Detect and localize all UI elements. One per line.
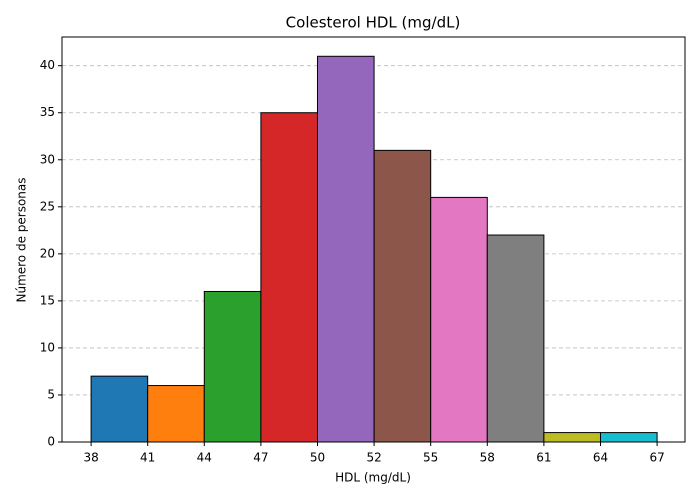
bar (430, 196, 488, 443)
y-tick-label: 20 (40, 246, 55, 260)
bar (316, 55, 375, 443)
x-tick-label: 38 (83, 451, 98, 465)
y-tick-label: 35 (40, 105, 55, 119)
bar (90, 375, 149, 443)
y-tick-label: 30 (40, 152, 55, 166)
bar (203, 290, 262, 443)
plot-frame (61, 36, 686, 443)
bar (373, 149, 432, 443)
x-axis-label: HDL (mg/dL) (335, 471, 411, 485)
x-tick-label: 61 (536, 451, 551, 465)
bar (260, 112, 318, 443)
y-tick-label: 15 (40, 293, 55, 307)
y-tick-label: 10 (40, 340, 55, 354)
chart-title: Colesterol HDL (mg/dL) (286, 14, 461, 32)
x-tick-label: 67 (649, 451, 664, 465)
y-tick-label: 5 (47, 387, 55, 401)
x-tick-label: 41 (140, 451, 155, 465)
bar (486, 234, 545, 443)
x-tick-label: 58 (480, 451, 495, 465)
x-tick-label: 55 (423, 451, 438, 465)
y-tick-label: 25 (40, 199, 55, 213)
x-tick-label: 50 (310, 451, 325, 465)
bar (147, 385, 205, 443)
x-tick-label: 47 (253, 451, 268, 465)
x-tick-label: 52 (366, 451, 381, 465)
y-tick-label: 40 (40, 58, 55, 72)
x-tick-label: 64 (593, 451, 608, 465)
y-axis-label: Número de personas (15, 177, 29, 302)
bar (543, 432, 601, 443)
y-tick-label: 0 (47, 435, 55, 449)
bar (599, 432, 658, 443)
x-tick-label: 44 (197, 451, 212, 465)
